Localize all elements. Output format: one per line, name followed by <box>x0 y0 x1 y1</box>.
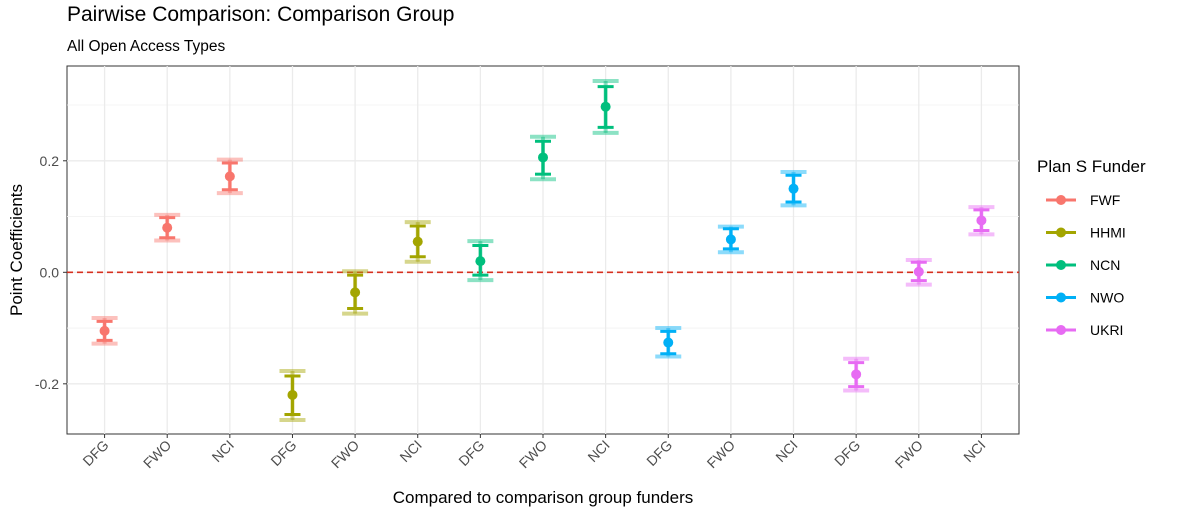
data-point <box>788 183 799 194</box>
data-point <box>99 325 110 336</box>
data-point <box>287 389 298 400</box>
data-point <box>538 152 548 163</box>
x-tick-label: FWO <box>140 437 174 471</box>
x-tick-label: DFG <box>79 437 111 469</box>
legend-title: Plan S Funder <box>1037 157 1146 176</box>
legend-key-point <box>1056 325 1066 335</box>
series-ukri <box>843 205 995 393</box>
grid-lines <box>67 66 1019 434</box>
data-point <box>663 337 674 348</box>
legend-label: FWF <box>1090 192 1120 208</box>
x-tick-label: FWO <box>892 437 926 471</box>
data-point <box>162 222 173 233</box>
x-tick-label: NCI <box>772 437 800 465</box>
x-tick-label: NCI <box>584 437 612 465</box>
legend-key-point <box>1056 292 1066 303</box>
y-axis-title: Point Coefficients <box>7 184 26 316</box>
legend-item-ukri: UKRI <box>1046 322 1123 338</box>
x-tick-label: DFG <box>643 437 675 469</box>
legend-label: NCN <box>1090 257 1120 273</box>
legend-label: UKRI <box>1090 322 1123 338</box>
data-point <box>412 236 423 247</box>
legend: Plan S Funder FWF HHMI NCN NWO UKRI <box>1037 157 1146 338</box>
series-ncn <box>467 79 619 283</box>
y-axis: -0.2 0.0 0.2 <box>35 153 67 392</box>
x-axis-title: Compared to comparison group funders <box>393 488 694 507</box>
data-point <box>851 369 862 380</box>
series-hhmi <box>279 220 431 423</box>
error-bars <box>91 79 995 423</box>
legend-key-point <box>1056 195 1066 205</box>
x-tick-label: FWO <box>704 437 738 471</box>
x-tick-label: DFG <box>455 437 487 469</box>
legend-item-ncn: NCN <box>1046 257 1120 273</box>
data-point <box>475 256 486 267</box>
legend-label: NWO <box>1090 290 1124 306</box>
series-nwo <box>655 169 807 359</box>
chart-title: Pairwise Comparison: Comparison Group <box>67 3 455 26</box>
x-tick-label: FWO <box>516 437 550 471</box>
x-tick-label: NCI <box>209 437 237 465</box>
x-tick-label: DFG <box>267 437 299 469</box>
data-point <box>725 234 736 245</box>
y-tick-label: 0.2 <box>40 153 60 169</box>
legend-item-nwo: NWO <box>1046 290 1124 306</box>
data-point <box>350 287 361 298</box>
legend-label: HHMI <box>1090 225 1126 241</box>
legend-key-point <box>1056 227 1066 238</box>
legend-item-hhmi: HHMI <box>1046 225 1126 241</box>
x-tick-label: FWO <box>328 437 362 471</box>
legend-item-fwf: FWF <box>1046 192 1120 208</box>
data-point <box>913 266 924 277</box>
x-axis: DFG FWO NCI DFG FWO NCI DFG FWO NCI DFG FWO NCI DFG F… <box>79 434 989 471</box>
data-point <box>976 215 987 226</box>
chart-subtitle: All Open Access Types <box>67 38 225 55</box>
x-tick-label: NCI <box>396 437 424 465</box>
y-tick-label: 0.0 <box>40 264 60 280</box>
data-point <box>224 171 235 182</box>
x-tick-label: DFG <box>831 437 863 469</box>
legend-key-point <box>1056 260 1066 270</box>
x-tick-label: NCI <box>960 437 988 465</box>
data-point <box>600 101 611 112</box>
series-fwf <box>91 157 243 346</box>
y-tick-label: -0.2 <box>35 376 59 392</box>
